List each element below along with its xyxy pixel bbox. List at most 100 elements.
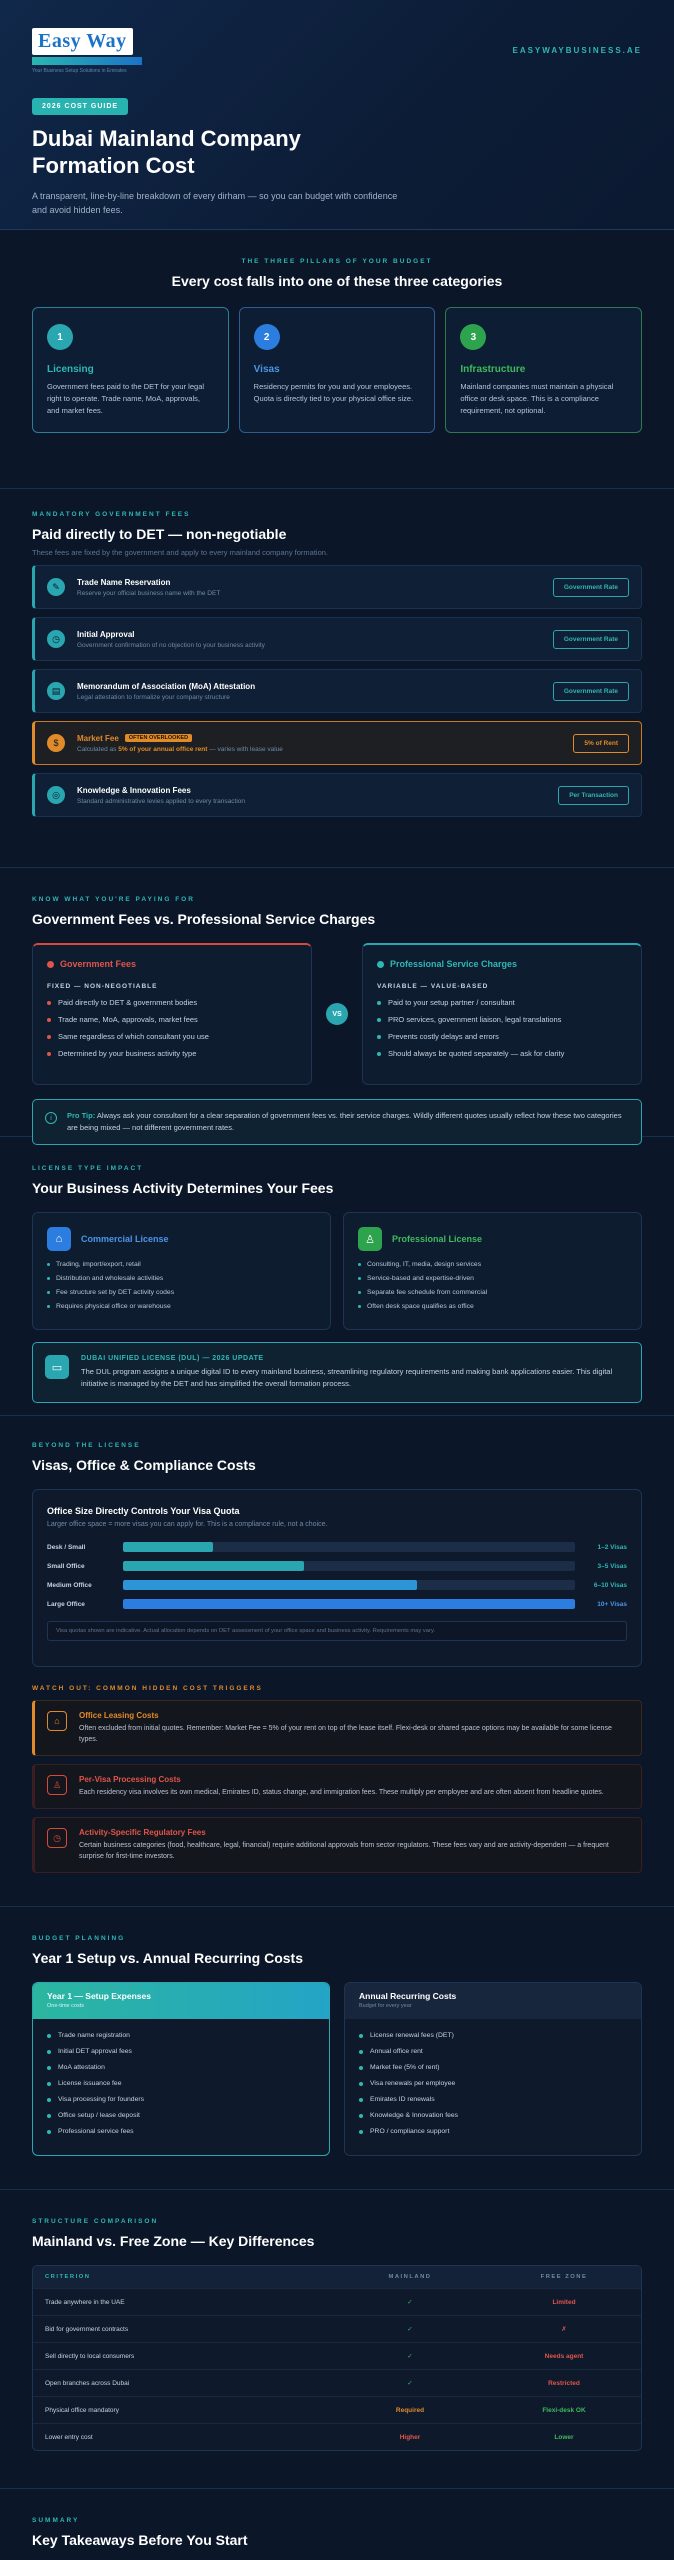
fee-row-initial-approval: ◷ Initial Approval Government confirmatio… <box>32 617 642 661</box>
list-item: Office setup / lease deposit <box>47 2112 315 2119</box>
commercial-license-list: Trading, import/export, retail Distribut… <box>47 1261 316 1310</box>
summary-eyebrow: SUMMARY <box>32 2517 80 2524</box>
pro-tip-label: Pro Tip: <box>67 1111 96 1120</box>
bar-label: Medium Office <box>47 1581 92 1589</box>
fee-title: Knowledge & Innovation Fees <box>77 785 191 795</box>
setup-expenses-card: Year 1 — Setup Expenses One-time costs Tr… <box>32 1982 330 2156</box>
pro-card-list: Paid to your setup partner / consultant … <box>377 998 627 1058</box>
visas-title: Visas, Office & Compliance Costs <box>32 1457 256 1473</box>
license-eyebrow: LICENSE TYPE IMPACT <box>32 1165 144 1172</box>
logo[interactable]: Easy Way Your Business Setup Solutions i… <box>32 28 642 74</box>
pillar-infrastructure: 3 Infrastructure Mainland companies must… <box>445 307 643 433</box>
fee-row-knowledge: ◎ Knowledge & Innovation Fees Standard ad… <box>32 773 642 817</box>
list-item: Market fee (5% of rent) <box>359 2064 627 2071</box>
pillar-row: 1 Licensing Government fees paid to the … <box>32 307 643 433</box>
clock-icon: ◷ <box>47 630 65 648</box>
bar-label: Large Office <box>47 1600 85 1608</box>
pillar-title: Licensing <box>47 364 94 375</box>
fee-tag: Government Rate <box>552 629 629 649</box>
criterion-cell: Trade anywhere in the UAE <box>45 2298 125 2306</box>
setup-card-title: Year 1 — Setup Expenses <box>47 1991 151 2001</box>
teal-dot-icon <box>377 960 384 968</box>
commercial-license-card: ⌂ Commercial License Trading, import/expo… <box>32 1212 331 1330</box>
clock-icon: ◷ <box>47 1828 67 1848</box>
bar-value: 1–2 Visas <box>597 1543 627 1551</box>
recurring-costs-card: Annual Recurring Costs Budget for every y… <box>344 1982 642 2156</box>
pillar-visas: 2 Visas Residency permits for you and yo… <box>238 307 436 433</box>
bar-fill <box>123 1580 417 1590</box>
fee-title: Trade Name Reservation <box>77 577 171 587</box>
dul-title: DUBAI UNIFIED LICENSE (DUL) — 2026 UPDAT… <box>81 1355 264 1362</box>
criterion-cell: Bid for government contracts <box>45 2325 129 2333</box>
professional-license-card: ♙ Professional License Consulting, IT, me… <box>343 1212 642 1330</box>
section-divider <box>0 1906 674 1907</box>
list-item: Same regardless of which consultant you … <box>47 1032 297 1041</box>
budget-title: Year 1 Setup vs. Annual Recurring Costs <box>32 1950 304 1966</box>
gov-card-title: Government Fees <box>60 959 137 969</box>
pro-card-kind: VARIABLE — VALUE-BASED <box>377 983 489 990</box>
criterion-cell: Lower entry cost <box>45 2433 93 2441</box>
list-item: Paid to your setup partner / consultant <box>377 998 627 1007</box>
list-item: Trade name, MoA, approvals, market fees <box>47 1015 297 1024</box>
quota-subtitle: Larger office space = more visas you can… <box>47 1521 328 1528</box>
fee-sub-post: — varies with lease value <box>207 745 283 753</box>
freezone-cell: Restricted <box>548 2379 580 2387</box>
structure-title: Mainland vs. Free Zone — Key Differences <box>32 2233 315 2249</box>
fee-subtitle: Calculated as 5% of your annual office r… <box>77 746 573 753</box>
compare-row: Government Fees FIXED — NON-NEGOTIABLE P… <box>32 943 642 1085</box>
list-item: License issuance fee <box>47 2080 315 2087</box>
logo-box: Easy Way <box>32 28 133 55</box>
fee-tag: Government Rate <box>552 577 629 597</box>
list-item: Separate fee schedule from commercial <box>358 1289 627 1296</box>
trap-per-visa: ♙ Per-Visa Processing Costs Each residenc… <box>32 1764 642 1809</box>
pro-tip-box: i Pro Tip: Always ask your consultant fo… <box>32 1099 642 1145</box>
list-item: MoA attestation <box>47 2064 315 2071</box>
list-item: Visa processing for founders <box>47 2096 315 2103</box>
page-subtitle: A transparent, line-by-line breakdown of… <box>32 191 398 215</box>
fee-title-text: Market Fee <box>77 733 119 743</box>
pillar-desc: Government fees paid to the DET for your… <box>47 382 205 415</box>
fee-tag: Per Transaction <box>558 785 629 805</box>
dul-update-box: ▭ DUBAI UNIFIED LICENSE (DUL) — 2026 UPD… <box>32 1342 642 1403</box>
bar-track <box>123 1542 575 1552</box>
pro-card-header: Professional Service Charges <box>377 959 627 969</box>
mainland-cell: ✓ <box>407 2380 413 2387</box>
structure-section: STRUCTURE COMPARISON Mainland vs. Free Z… <box>0 2190 674 2488</box>
fee-tag: Government Rate <box>552 681 629 701</box>
budget-eyebrow: BUDGET PLANNING <box>32 1935 126 1942</box>
fee-tag: 5% of Rent <box>573 733 629 753</box>
license-title: Your Business Activity Determines Your F… <box>32 1180 334 1196</box>
fee-list: ✎ Trade Name Reservation Reserve your off… <box>32 565 642 817</box>
freezone-cell: Needs agent <box>544 2352 584 2360</box>
setup-card-header: Year 1 — Setup Expenses One-time costs <box>33 1983 329 2019</box>
list-item: Consulting, IT, media, design services <box>358 1261 627 1268</box>
quota-bars: Desk / Small 1–2 Visas Small Office 3–5 Vis… <box>47 1542 627 1609</box>
freezone-cell: Lower <box>554 2433 574 2441</box>
pillar-title: Visas <box>253 364 280 375</box>
list-item: Trade name registration <box>47 2032 315 2039</box>
fees-title: Paid directly to DET — non-negotiable <box>32 526 287 542</box>
building-icon: ⌂ <box>47 1711 67 1731</box>
section-divider <box>0 488 674 489</box>
bar-value: 10+ Visas <box>597 1600 627 1608</box>
quota-bar-row: Large Office 10+ Visas <box>47 1599 627 1609</box>
list-item: PRO / compliance support <box>359 2128 627 2135</box>
table-row: Bid for government contracts ✓ ✗ <box>33 2315 641 2342</box>
fee-title: Market Fee OFTEN OVERLOOKED <box>77 734 573 743</box>
mainland-cell: ✓ <box>407 2353 413 2360</box>
fee-row-market-fee: $ Market Fee OFTEN OVERLOOKED Calculated … <box>32 721 642 765</box>
table-header: FREE ZONE <box>540 2274 588 2280</box>
site-link[interactable]: EASYWAYBUSINESS.AE <box>512 46 642 55</box>
table-row: Physical office mandatory Required Flexi-d… <box>33 2396 641 2423</box>
trap-title: Per-Visa Processing Costs <box>79 1775 181 1784</box>
setup-card-subtitle: One-time costs <box>47 2003 84 2009</box>
fee-subtitle: Legal attestation to formalize your comp… <box>77 693 230 701</box>
quota-bar-row: Medium Office 6–10 Visas <box>47 1580 627 1590</box>
bar-track <box>123 1599 575 1609</box>
pillar-title: Infrastructure <box>460 364 526 375</box>
bar-track <box>123 1561 575 1571</box>
list-item: Emirates ID renewals <box>359 2096 627 2103</box>
dul-text: The DUL program assigns a unique digital… <box>81 1367 613 1388</box>
list-item: Annual office rent <box>359 2048 627 2055</box>
list-item: Prevents costly delays and errors <box>377 1032 627 1041</box>
